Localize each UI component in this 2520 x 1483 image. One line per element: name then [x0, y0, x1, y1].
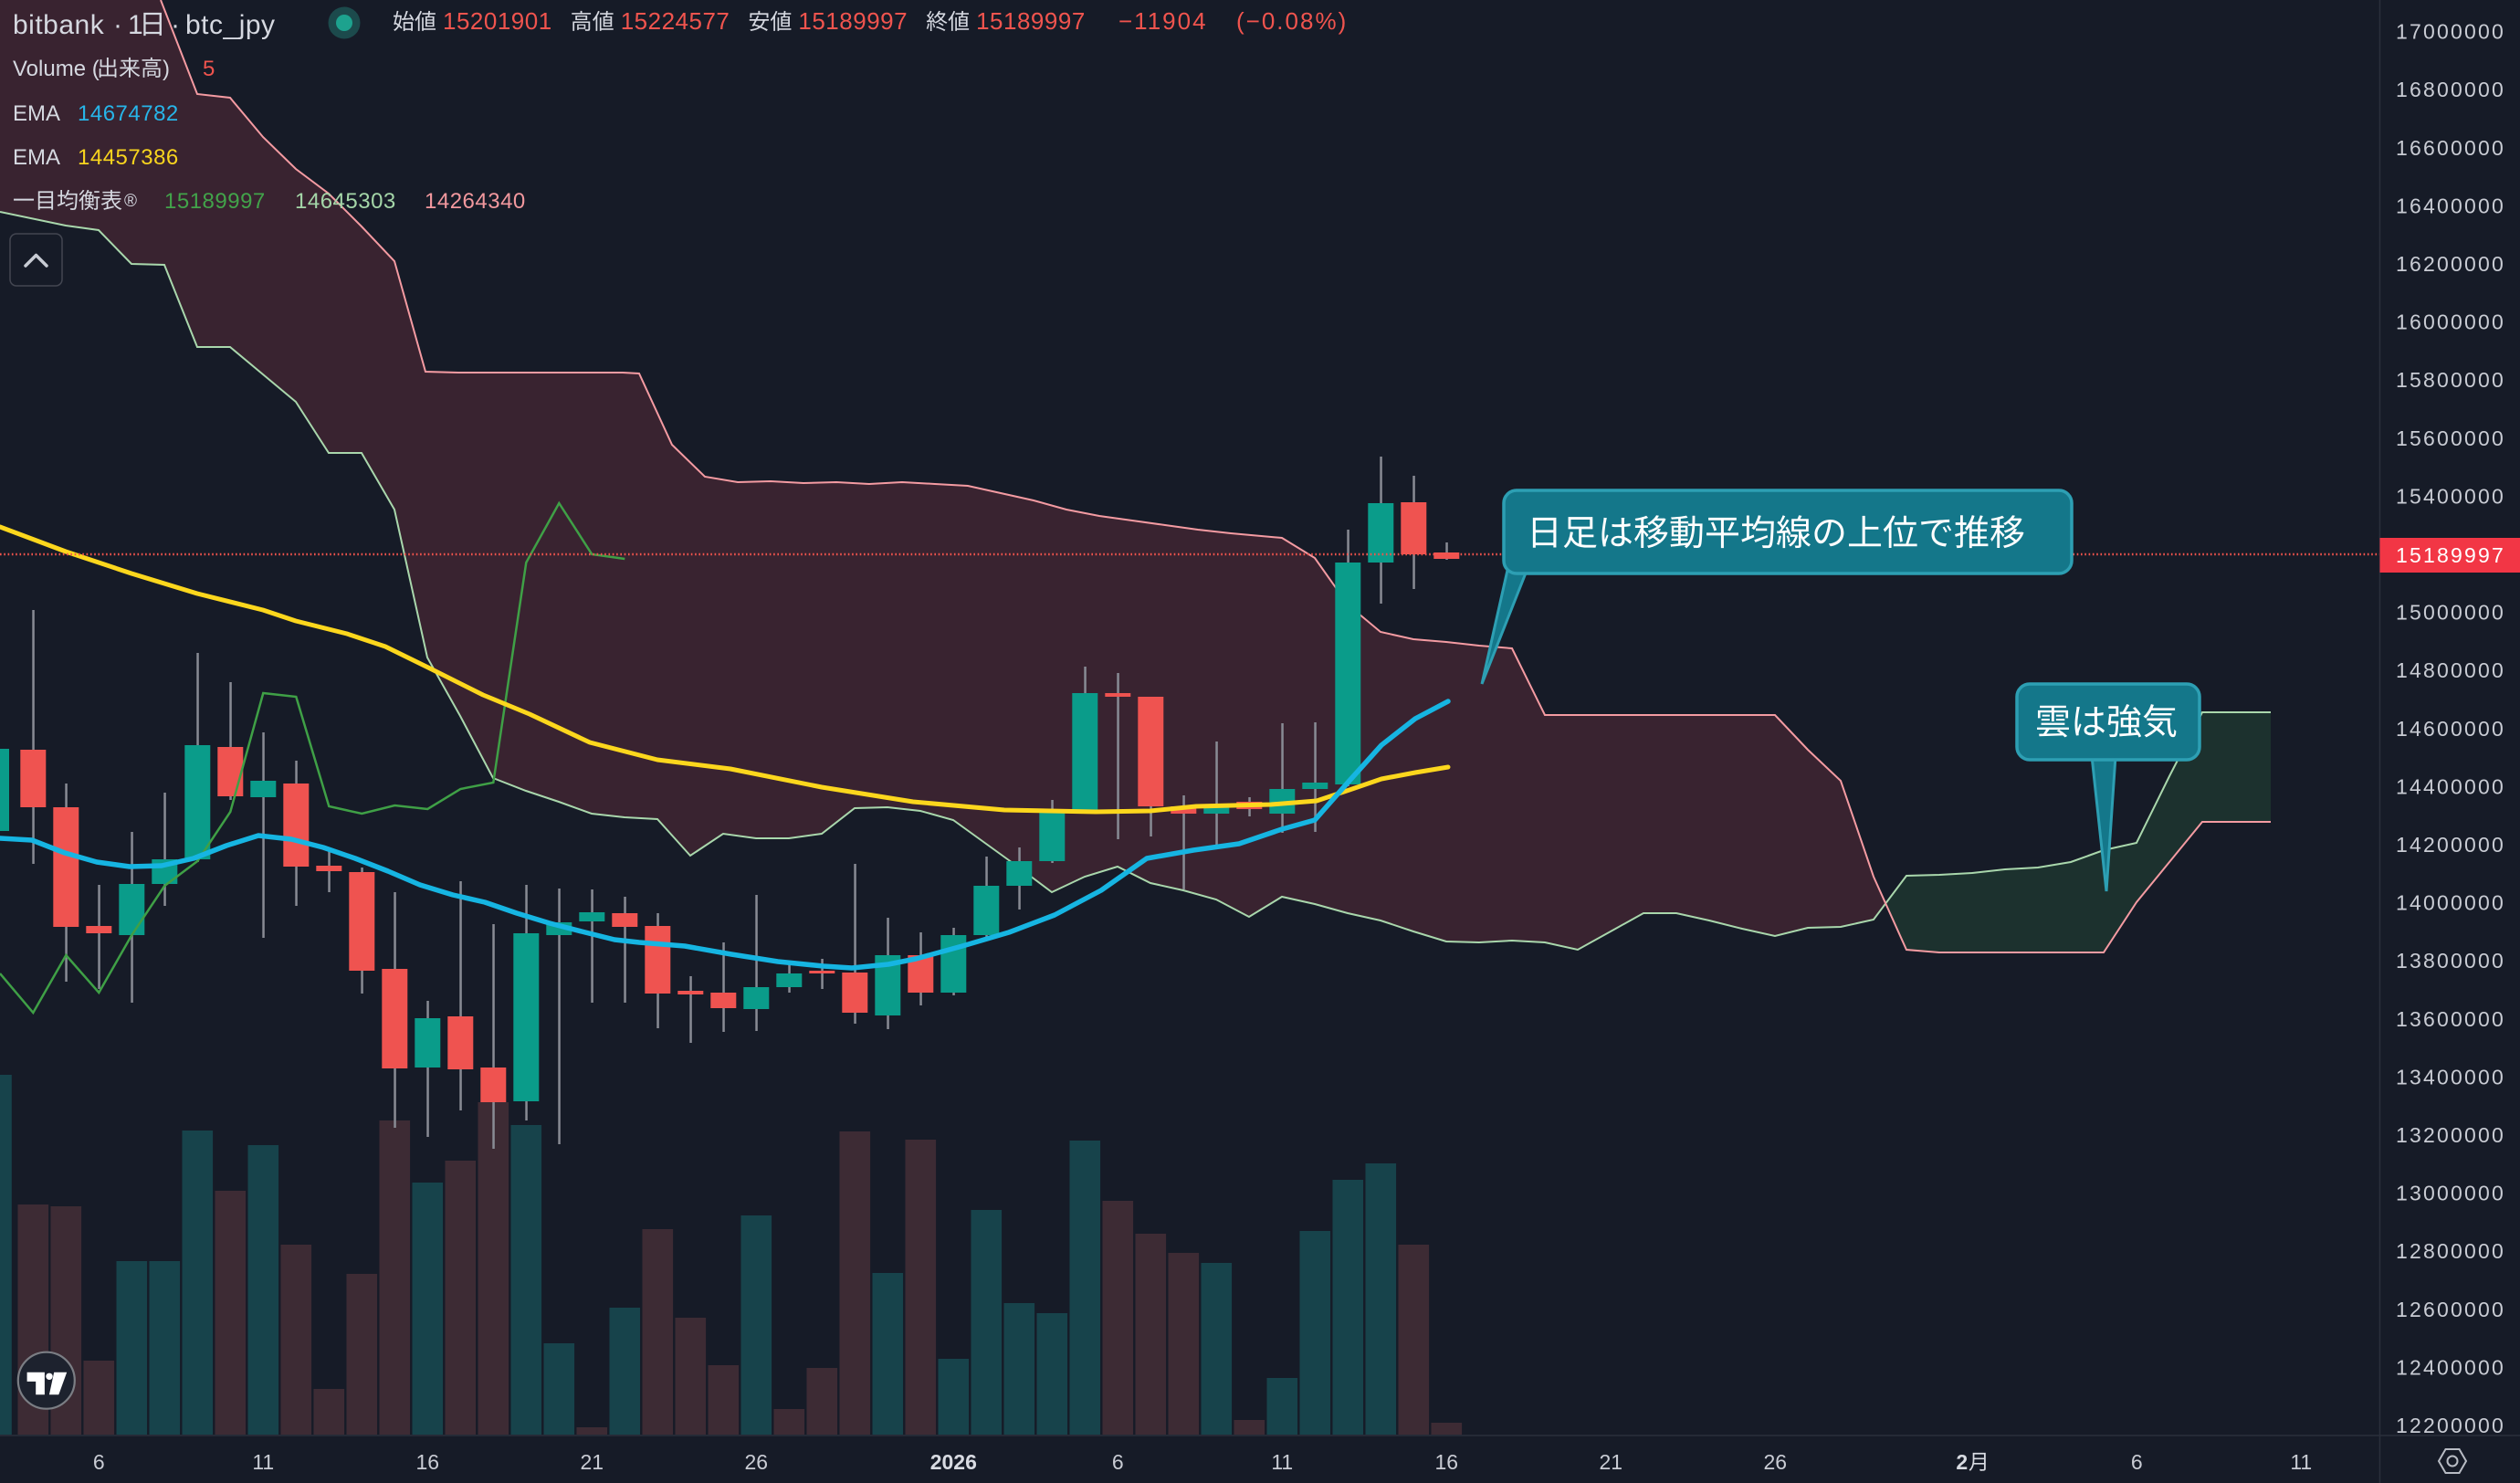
svg-text:15000000: 15000000	[2396, 601, 2505, 625]
svg-text:11: 11	[2290, 1450, 2312, 1474]
svg-text:26: 26	[1764, 1450, 1788, 1474]
svg-text:13000000: 13000000	[2396, 1182, 2505, 1205]
svg-text:16600000: 16600000	[2396, 136, 2505, 160]
svg-text:11: 11	[1271, 1450, 1293, 1474]
svg-text:21: 21	[581, 1450, 604, 1474]
svg-text:12600000: 12600000	[2396, 1298, 2505, 1321]
svg-text:13600000: 13600000	[2396, 1007, 2505, 1031]
svg-text:14000000: 14000000	[2396, 891, 2505, 915]
svg-text:16000000: 16000000	[2396, 310, 2505, 334]
svg-text:15189997: 15189997	[976, 7, 1086, 35]
svg-text:·: ·	[171, 10, 180, 40]
svg-text:®: ®	[124, 192, 137, 211]
svg-text:15189997: 15189997	[164, 189, 266, 214]
svg-text:6: 6	[93, 1450, 105, 1474]
svg-text:12800000: 12800000	[2396, 1239, 2505, 1263]
svg-text:15600000: 15600000	[2396, 426, 2505, 450]
svg-text:15189997: 15189997	[2396, 543, 2505, 567]
svg-text:14200000: 14200000	[2396, 833, 2505, 857]
svg-text:14674782: 14674782	[78, 101, 179, 126]
svg-text:−11904: −11904	[1118, 7, 1208, 35]
svg-text:11: 11	[252, 1450, 274, 1474]
svg-text:bitbank: bitbank	[13, 10, 105, 40]
svg-text:16400000: 16400000	[2396, 194, 2505, 217]
svg-text:6: 6	[1112, 1450, 1124, 1474]
svg-text:(−0.08%): (−0.08%)	[1236, 7, 1348, 35]
svg-text:15800000: 15800000	[2396, 368, 2505, 392]
svg-text:12400000: 12400000	[2396, 1355, 2505, 1379]
svg-text:2026: 2026	[930, 1450, 977, 1474]
svg-text:21: 21	[1600, 1450, 1623, 1474]
svg-text:EMA: EMA	[13, 145, 60, 170]
svg-text:15224577: 15224577	[621, 7, 730, 35]
svg-text:13400000: 13400000	[2396, 1065, 2505, 1089]
svg-text:14400000: 14400000	[2396, 774, 2505, 798]
svg-text:15189997: 15189997	[798, 7, 908, 35]
svg-text:14600000: 14600000	[2396, 717, 2505, 741]
svg-text:EMA: EMA	[13, 101, 60, 126]
svg-text:1: 1	[128, 10, 143, 40]
svg-text:26: 26	[745, 1450, 769, 1474]
svg-text:16: 16	[416, 1450, 440, 1474]
svg-text:17000000: 17000000	[2396, 20, 2505, 44]
svg-text:16: 16	[1435, 1450, 1459, 1474]
svg-text:12200000: 12200000	[2396, 1414, 2505, 1437]
svg-text:14645303: 14645303	[295, 189, 396, 214]
svg-text:15201901: 15201901	[443, 7, 552, 35]
svg-text:): )	[163, 57, 170, 81]
svg-text:5: 5	[203, 57, 215, 81]
svg-text:15400000: 15400000	[2396, 484, 2505, 508]
svg-text:Volume (: Volume (	[13, 57, 100, 81]
svg-text:14264340: 14264340	[425, 189, 526, 214]
svg-text:6: 6	[2131, 1450, 2143, 1474]
svg-text:16200000: 16200000	[2396, 252, 2505, 276]
svg-text:14800000: 14800000	[2396, 658, 2505, 682]
svg-text:·: ·	[113, 10, 122, 40]
svg-text:14457386: 14457386	[78, 145, 179, 170]
svg-text:13800000: 13800000	[2396, 949, 2505, 973]
svg-text:16800000: 16800000	[2396, 78, 2505, 101]
svg-text:btc_jpy: btc_jpy	[185, 10, 276, 40]
svg-text:2: 2	[1956, 1450, 1968, 1474]
svg-text:13200000: 13200000	[2396, 1123, 2505, 1147]
